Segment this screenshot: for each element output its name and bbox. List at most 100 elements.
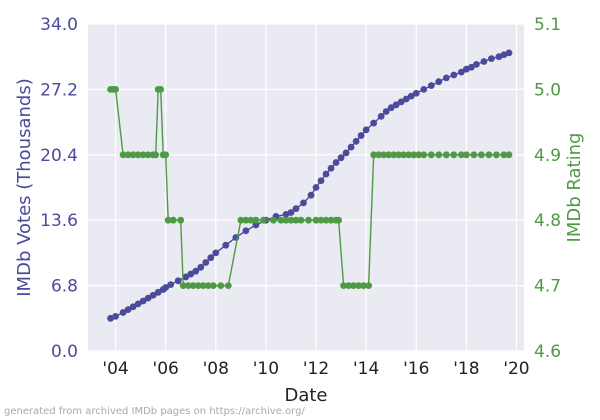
right-tick-label: 4.6: [534, 342, 561, 362]
rating-series-point: [435, 151, 443, 159]
rating-series-point: [139, 151, 147, 159]
votes-series-point: [119, 309, 127, 316]
votes-series-point: [192, 267, 200, 275]
rating-series-point: [305, 216, 312, 224]
votes-series-point: [347, 143, 355, 151]
rating-series-point: [237, 216, 245, 224]
votes-series-point: [412, 89, 420, 97]
rating-series-point: [355, 282, 363, 289]
votes-series-point: [450, 71, 458, 79]
rating-series-point: [375, 151, 383, 159]
rating-series-point: [199, 282, 207, 289]
x-tick-label: '12: [303, 359, 329, 379]
votes-series-point: [162, 284, 170, 291]
right-axis-title: IMDb Rating: [564, 133, 585, 243]
rating-series-point: [242, 216, 250, 224]
rating-series-point: [177, 216, 185, 224]
rating-series-point: [505, 151, 513, 159]
x-tick-label: '18: [453, 359, 479, 379]
left-tick-label: 27.2: [40, 80, 78, 100]
rating-series-point: [152, 151, 160, 159]
x-tick-label: '16: [403, 359, 429, 379]
rating-series-point: [112, 86, 119, 93]
rating-series-point: [189, 282, 197, 289]
votes-series-point: [467, 63, 475, 71]
x-tick-label: '06: [153, 359, 179, 379]
left-tick-label: 0.0: [51, 342, 78, 362]
votes-series-point: [387, 104, 395, 112]
rating-series-point: [124, 151, 132, 159]
rating-series-point: [252, 216, 260, 224]
rating-series-point: [260, 216, 267, 224]
votes-series-point: [392, 101, 400, 109]
rating-series-point: [470, 151, 478, 159]
rating-series-point: [204, 282, 212, 289]
votes-series-point: [488, 55, 495, 63]
votes-series-point: [370, 119, 378, 127]
rating-series-point: [179, 282, 187, 289]
rating-series-point: [184, 282, 192, 289]
votes-series-point: [357, 132, 365, 139]
rating-series-point: [247, 216, 255, 224]
votes-series-point: [202, 259, 210, 266]
rating-series-point: [370, 151, 378, 159]
rating-series-point: [350, 282, 358, 289]
votes-series-point: [472, 60, 480, 68]
votes-series-point: [167, 281, 175, 289]
left-tick-label: 6.8: [51, 277, 78, 297]
rating-series-point: [427, 151, 435, 159]
left-axis-ticks: 0.0 6.8 13.6 20.4 27.2 34.0: [40, 15, 78, 362]
rating-series-point: [277, 216, 285, 224]
rating-series-point: [485, 151, 493, 159]
x-tick-label: '08: [203, 359, 229, 379]
right-tick-label: 4.7: [534, 277, 561, 297]
right-tick-label: 5.1: [534, 15, 561, 35]
rating-series-point: [317, 216, 325, 224]
left-tick-label: 20.4: [40, 146, 78, 166]
rating-series-point: [119, 151, 127, 159]
rating-series-point: [164, 216, 172, 224]
votes-series-point: [397, 98, 405, 106]
votes-series-point: [427, 82, 435, 89]
rating-series-point: [400, 151, 408, 159]
series-layer: [107, 49, 513, 322]
rating-series-point: [415, 151, 423, 159]
rating-series-point: [450, 151, 458, 159]
rating-series-point: [478, 151, 485, 159]
rating-series-point: [335, 216, 342, 224]
votes-series-point: [402, 95, 410, 103]
rating-series-point: [312, 216, 320, 224]
rating-series-point: [493, 151, 500, 159]
votes-series-point: [129, 303, 137, 311]
rating-series-point: [420, 151, 428, 159]
votes-series-point: [337, 154, 345, 162]
votes-series-point: [442, 74, 450, 82]
rating-series-point: [144, 151, 152, 159]
rating-series-point: [209, 282, 217, 289]
votes-series-point: [307, 191, 315, 199]
votes-series-point: [124, 306, 132, 314]
right-tick-label: 5.0: [534, 80, 561, 100]
rating-series-point: [390, 151, 398, 159]
rating-series-point: [500, 151, 508, 159]
rating-series-point: [194, 282, 202, 289]
votes-series-point: [300, 199, 307, 207]
votes-series-point: [252, 221, 260, 229]
votes-series-point: [322, 170, 330, 178]
rating-series-point: [297, 216, 305, 224]
rating-series-point: [270, 216, 277, 224]
plot-area: [88, 24, 524, 351]
rating-series-point: [380, 151, 388, 159]
rating-series-point: [360, 282, 368, 289]
votes-series-point: [134, 300, 142, 308]
votes-series-point: [435, 78, 443, 86]
votes-series-point: [287, 209, 295, 216]
rating-series-point: [287, 216, 295, 224]
votes-series-point: [212, 249, 220, 257]
rating-series-point: [129, 151, 137, 159]
x-tick-label: '10: [253, 359, 279, 379]
rating-series-point: [395, 151, 403, 159]
votes-series-point: [112, 312, 119, 320]
x-tick-label: '14: [353, 359, 379, 379]
rating-series-point: [442, 151, 450, 159]
